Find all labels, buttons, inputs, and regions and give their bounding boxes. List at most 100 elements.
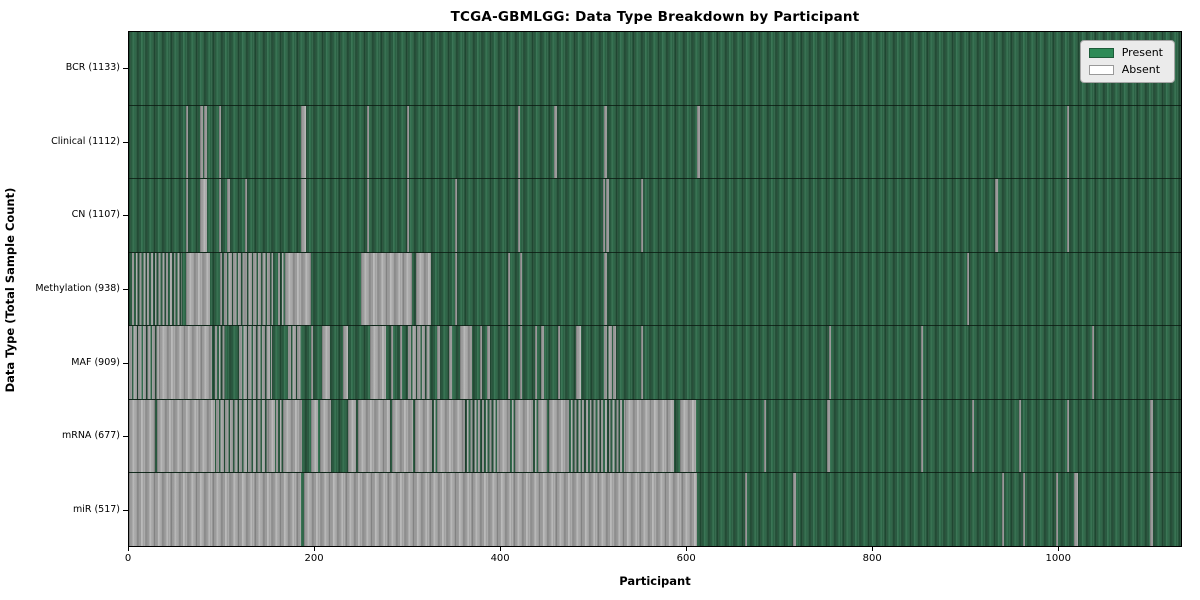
absent-segment (557, 326, 561, 399)
absent-segment (518, 179, 521, 252)
absent-segment (463, 399, 482, 473)
absent-segment (479, 326, 483, 399)
absent-segment (310, 326, 314, 399)
legend-label: Absent (1121, 63, 1161, 76)
absent-segment (460, 326, 472, 399)
absent-segment (303, 473, 698, 547)
absent-segment (129, 326, 159, 399)
absent-segment (200, 105, 203, 179)
y-tick-label: Clinical (1112) (51, 135, 120, 147)
absent-segment (407, 326, 431, 399)
absent-segment (358, 399, 390, 473)
absent-segment (370, 326, 387, 399)
x-tick-mark (686, 547, 688, 551)
absent-segment (481, 399, 499, 473)
legend-item-absent: Absent (1088, 63, 1163, 76)
x-tick-label: 400 (490, 553, 510, 564)
y-tick-mark (123, 289, 128, 290)
absent-segment (827, 399, 830, 473)
y-tick-mark (123, 215, 128, 217)
legend-swatch-present (1088, 48, 1114, 58)
absent-segment (519, 252, 523, 326)
absent-segment (391, 399, 414, 473)
absent-segment (300, 105, 307, 179)
x-tick-label: 1000 (1045, 553, 1071, 564)
y-tick-label: Methylation (938) (35, 283, 120, 294)
absent-segment (602, 179, 605, 252)
y-tick-mark (123, 141, 128, 143)
row-CN (129, 178, 1181, 252)
absent-segment (519, 326, 523, 399)
absent-segment (1001, 473, 1005, 547)
row-Clinical (129, 104, 1181, 179)
absent-segment (227, 179, 230, 252)
absent-segment (604, 252, 607, 326)
x-tick-mark (1058, 547, 1060, 551)
absent-segment (995, 179, 998, 252)
x-axis-label: Participant (619, 574, 691, 588)
absent-segment (156, 399, 216, 473)
absent-segment (219, 252, 223, 326)
row-Methylation (129, 251, 1181, 326)
absent-segment (287, 326, 302, 399)
absent-segment (185, 105, 188, 179)
absent-segment (415, 252, 431, 326)
absent-segment (322, 326, 331, 399)
absent-segment (219, 105, 222, 179)
y-tick-label: MAF (909) (71, 356, 120, 368)
absent-segment (320, 399, 332, 473)
legend: Present Absent (1079, 40, 1175, 83)
absent-segment (792, 473, 796, 547)
absent-segment (268, 399, 275, 473)
absent-segment (679, 399, 697, 473)
absent-segment (697, 105, 700, 179)
y-tick-mark (123, 67, 128, 69)
absent-segment (348, 399, 357, 473)
absent-segment (131, 252, 182, 326)
x-tick-label: 200 (304, 553, 324, 564)
x-tick-mark (314, 547, 316, 551)
heatmap-rows (129, 32, 1181, 547)
absent-segment (275, 399, 284, 473)
absent-segment (538, 399, 547, 473)
y-tick-mark (123, 362, 128, 364)
absent-segment (1091, 326, 1095, 399)
absent-segment (454, 252, 458, 326)
absent-segment (829, 326, 832, 399)
absent-segment (200, 179, 207, 252)
absent-segment (219, 179, 222, 252)
absent-segment (283, 399, 302, 473)
absent-segment (534, 326, 538, 399)
chart-title: TCGA-GBMLGG: Data Type Breakdown by Part… (450, 9, 860, 25)
x-tick-label: 600 (676, 553, 696, 564)
absent-segment (406, 105, 410, 179)
absent-segment (518, 105, 521, 179)
x-tick-mark (128, 547, 129, 551)
absent-segment (406, 179, 410, 252)
legend-swatch-absent (1088, 65, 1114, 75)
row-MAF (129, 325, 1181, 399)
absent-segment (1018, 399, 1021, 473)
absent-segment (744, 473, 747, 547)
absent-segment (216, 399, 269, 473)
absent-segment (972, 399, 975, 473)
y-tick-label: BCR (1133) (65, 61, 120, 73)
absent-segment (437, 399, 464, 473)
absent-segment (1066, 399, 1070, 473)
absent-segment (366, 179, 369, 252)
absent-segment (606, 179, 609, 252)
x-tick-mark (872, 547, 874, 551)
y-tick-label: CN (1107) (71, 209, 120, 221)
absent-segment (921, 399, 924, 473)
absent-segment (554, 105, 557, 179)
absent-segment (223, 252, 245, 326)
absent-segment (129, 473, 301, 547)
absent-segment (640, 179, 643, 252)
row-miR (129, 472, 1181, 547)
absent-segment (1066, 105, 1070, 179)
row-BCR (129, 32, 1181, 105)
absent-segment (215, 326, 226, 399)
absent-segment (764, 399, 767, 473)
absent-segment (507, 252, 511, 326)
